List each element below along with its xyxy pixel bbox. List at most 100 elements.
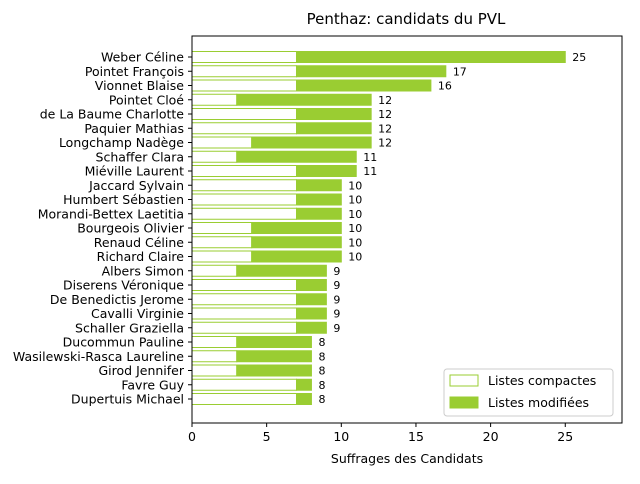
- bar-modifiees: [296, 393, 312, 405]
- data-label: 16: [438, 80, 452, 93]
- bar-modifiees: [236, 364, 312, 377]
- bar-modifiees: [296, 79, 432, 92]
- bar-modifiees: [251, 222, 342, 234]
- x-tick-label: 10: [333, 429, 349, 444]
- y-tick-label: Girod Jennifer: [98, 363, 184, 378]
- bar-compactes: [191, 336, 238, 348]
- bar-modifiees: [296, 165, 357, 177]
- bar-modifiees: [251, 236, 342, 249]
- bar-modifiees: [296, 65, 447, 78]
- y-tick-label: Favre Guy: [121, 377, 184, 392]
- data-label: 12: [378, 108, 392, 121]
- bar-compactes: [191, 378, 298, 391]
- bar-modifiees: [236, 336, 312, 348]
- bar-modifiees: [296, 207, 342, 220]
- bar-compactes: [191, 293, 298, 306]
- y-tick-label: Longchamp Nadège: [59, 135, 184, 150]
- data-label: 11: [363, 151, 377, 164]
- data-label: 9: [333, 265, 340, 278]
- y-tick-label: De Benedictis Jerome: [50, 292, 184, 307]
- data-label: 10: [348, 236, 362, 249]
- bar-modifiees: [236, 264, 327, 277]
- x-tick-label: 25: [557, 429, 573, 444]
- legend-box: [443, 368, 614, 417]
- data-label: 9: [333, 308, 340, 321]
- bar-compactes: [191, 222, 253, 234]
- data-label: 10: [348, 251, 362, 264]
- y-tick-label: Albers Simon: [102, 263, 184, 278]
- legend: Listes compactes Listes modifiées: [443, 368, 614, 417]
- y-tick-label: Pointet François: [85, 64, 184, 79]
- data-label: 10: [348, 222, 362, 235]
- bar-modifiees: [296, 179, 342, 192]
- bar-modifiees: [296, 51, 566, 63]
- bar-modifiees: [251, 250, 342, 263]
- y-tick-label: Weber Céline: [101, 50, 184, 65]
- x-tick-label: 5: [263, 429, 271, 444]
- bar-compactes: [191, 179, 298, 192]
- bars-group: [191, 51, 566, 405]
- bar-compactes: [191, 122, 298, 135]
- bar-modifiees: [296, 293, 327, 306]
- data-label: 10: [348, 208, 362, 221]
- data-label: 10: [348, 194, 362, 207]
- data-label: 8: [318, 393, 325, 406]
- bar-compactes: [191, 108, 298, 120]
- bar-compactes: [191, 136, 253, 149]
- y-tick-label: Jaccard Sylvain: [88, 178, 184, 193]
- data-label: 8: [318, 379, 325, 392]
- y-tick-label: Cavalli Virginie: [91, 306, 184, 321]
- legend-label-compactes: Listes compactes: [488, 373, 596, 388]
- bar-modifiees: [296, 279, 327, 291]
- bar-modifiees: [296, 122, 372, 135]
- y-tick-label: Dupertuis Michael: [71, 392, 184, 407]
- y-tick-label: Wasilewski-Rasca Laureline: [13, 349, 184, 364]
- data-label: 12: [378, 137, 392, 150]
- bar-compactes: [191, 279, 298, 291]
- bar-modifiees: [236, 350, 312, 363]
- legend-swatch-compactes: [449, 374, 479, 387]
- x-axis-label: Suffrages des Candidats: [331, 451, 483, 466]
- bar-compactes: [191, 150, 238, 163]
- y-tick-label: Vionnet Blaise: [95, 78, 185, 93]
- bar-compactes: [191, 321, 298, 334]
- bar-compactes: [191, 93, 238, 106]
- bar-modifiees: [296, 321, 327, 334]
- bar-compactes: [191, 393, 298, 405]
- bar-modifiees: [296, 307, 327, 320]
- y-tick-label: Morandi-Bettex Laetitia: [38, 206, 184, 221]
- y-tick-label: Richard Claire: [97, 249, 185, 264]
- data-label: 25: [572, 51, 586, 64]
- y-tick-label: Ducommun Pauline: [63, 335, 185, 350]
- y-tick-label: Humbert Sébastien: [63, 192, 184, 207]
- y-tick-label: Renaud Céline: [94, 235, 185, 250]
- data-label: 9: [333, 293, 340, 306]
- bar-modifiees: [296, 193, 342, 206]
- bar-compactes: [191, 165, 298, 177]
- bar-compactes: [191, 364, 238, 377]
- bar-compactes: [191, 307, 298, 320]
- data-label: 8: [318, 350, 325, 363]
- bar-compactes: [191, 51, 298, 63]
- chart-title: Penthaz: candidats du PVL: [307, 10, 506, 28]
- data-label: 17: [453, 65, 467, 78]
- bar-modifiees: [296, 108, 372, 120]
- bar-compactes: [191, 79, 298, 92]
- bar-compactes: [191, 236, 253, 249]
- data-label: 12: [378, 94, 392, 107]
- bar-compactes: [191, 65, 298, 78]
- x-tick-label: 0: [188, 429, 196, 444]
- x-tick-label: 20: [483, 429, 499, 444]
- bar-modifiees: [296, 378, 312, 391]
- data-label: 12: [378, 122, 392, 135]
- data-label: 8: [318, 336, 325, 349]
- data-label: 11: [363, 165, 377, 178]
- bar-compactes: [191, 250, 253, 263]
- x-tick-label: 15: [408, 429, 424, 444]
- y-tick-label: Schaffer Clara: [96, 149, 184, 164]
- bar-modifiees: [236, 93, 372, 106]
- bar-compactes: [191, 207, 298, 220]
